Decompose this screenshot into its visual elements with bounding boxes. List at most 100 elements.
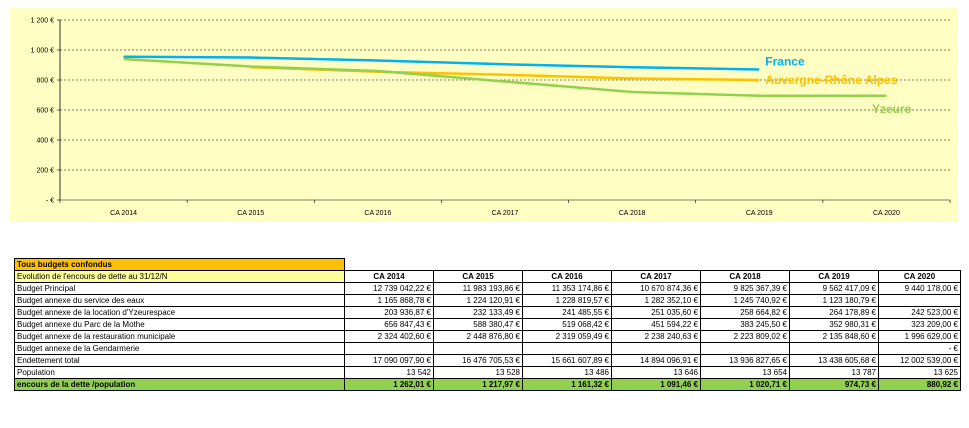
value-cell: 12 002 539,00 € <box>878 354 961 367</box>
row-label: Budget annexe de la restauration municip… <box>14 330 345 343</box>
value-cell: 656 847,43 € <box>344 318 434 331</box>
value-cell: 11 983 193,86 € <box>433 282 523 295</box>
value-cell: 16 476 705,53 € <box>433 354 523 367</box>
value-cell: 13 654 <box>700 366 790 379</box>
value-cell: 258 664,82 € <box>700 306 790 319</box>
series-line <box>123 55 760 71</box>
total-value: 974,73 € <box>789 378 879 391</box>
total-value: 880,92 € <box>878 378 961 391</box>
table-row: Budget annexe du Parc de la Mothe 656 847… <box>14 318 961 331</box>
value-cell: 12 739 042,22 € <box>344 282 434 295</box>
value-cell: 2 238 240,63 € <box>611 330 701 343</box>
value-cell: 242 523,00 € <box>878 306 961 319</box>
total-value: 1 091,46 € <box>611 378 701 391</box>
value-cell: 13 787 <box>789 366 879 379</box>
value-cell: 1 228 819,57 € <box>522 294 612 307</box>
total-value: 1 217,97 € <box>433 378 523 391</box>
value-cell: 203 936,87 € <box>344 306 434 319</box>
value-cell: 2 135 848,60 € <box>789 330 879 343</box>
table-row: Budget annexe de la Gendarmerie - € <box>14 342 961 355</box>
y-tick-label: 400 € <box>36 138 54 145</box>
year-header: CA 2020 <box>878 270 961 283</box>
y-tick-label: 600 € <box>36 108 54 115</box>
y-tick-label: - € <box>46 198 54 205</box>
row-label: Budget annexe de la Gendarmerie <box>14 342 345 355</box>
table-row: Endettement total 17 090 097,90 €16 476 7… <box>14 354 961 367</box>
section-title: Tous budgets confondus <box>14 258 345 271</box>
table-row: Population 13 542 13 528 13 486 13 646 13 654… <box>14 366 961 379</box>
value-cell: 17 090 097,90 € <box>344 354 434 367</box>
x-tick-label: CA 2016 <box>364 210 391 217</box>
header-row: Evolution de l'encours de dette au 31/12… <box>14 270 961 283</box>
total-value: 1 020,71 € <box>700 378 790 391</box>
value-cell: 352 980,31 € <box>789 318 879 331</box>
row-label: Endettement total <box>14 354 345 367</box>
total-label: encours de la dette /population <box>14 378 345 391</box>
row-label: Budget annexe du Parc de la Mothe <box>14 318 345 331</box>
value-cell: 13 646 <box>611 366 701 379</box>
value-cell: 588 380,47 € <box>433 318 523 331</box>
value-cell: 323 209,00 € <box>878 318 961 331</box>
y-tick-label: 200 € <box>36 168 54 175</box>
value-cell: 451 594,22 € <box>611 318 701 331</box>
table-row: Budget Principal 12 739 042,22 €11 983 19… <box>14 282 961 295</box>
total-value: 1 262,01 € <box>344 378 434 391</box>
year-header: CA 2014 <box>344 270 434 283</box>
empty-cell <box>345 259 961 271</box>
value-cell: - € <box>878 342 961 355</box>
value-cell <box>433 342 523 355</box>
value-cell <box>344 342 434 355</box>
row-label: Budget annexe du service des eaux <box>14 294 345 307</box>
year-header: CA 2019 <box>789 270 879 283</box>
value-cell: 9 440 178,00 € <box>878 282 961 295</box>
line-chart: - € 200 € 400 € 600 € 800 € 1 000 € 1 200 € CA … <box>31 18 951 217</box>
value-cell: 13 528 <box>433 366 523 379</box>
y-tick-label: 800 € <box>36 78 54 85</box>
value-cell: 2 324 402,60 € <box>344 330 434 343</box>
table-row: Budget annexe de la restauration municip… <box>14 330 961 343</box>
value-cell: 15 661 607,89 € <box>522 354 612 367</box>
x-tick-label: CA 2015 <box>237 210 264 217</box>
value-cell: 13 486 <box>522 366 612 379</box>
value-cell: 13 625 <box>878 366 961 379</box>
value-cell: 1 282 352,10 € <box>611 294 701 307</box>
value-cell <box>878 294 961 307</box>
total-value: 1 161,32 € <box>522 378 612 391</box>
year-header: CA 2016 <box>522 270 612 283</box>
value-cell: 232 133,49 € <box>433 306 523 319</box>
x-tick-label: CA 2017 <box>492 210 519 217</box>
series-label: France <box>765 55 805 69</box>
table-row: Budget annexe de la location d'Yzeurespa… <box>14 306 961 319</box>
value-cell: 9 562 417,09 € <box>789 282 879 295</box>
x-tick-label: CA 2018 <box>619 210 646 217</box>
table-title: Evolution de l'encours de dette au 31/12… <box>14 270 345 283</box>
value-cell: 2 448 876,80 € <box>433 330 523 343</box>
year-header: CA 2015 <box>433 270 523 283</box>
value-cell <box>611 342 701 355</box>
table-row: Budget annexe du service des eaux 1 165 8… <box>14 294 961 307</box>
x-tick-label: CA 2019 <box>746 210 773 217</box>
value-cell: 13 936 827,65 € <box>700 354 790 367</box>
value-cell: 1 224 120,91 € <box>433 294 523 307</box>
series-line <box>123 57 887 97</box>
row-label: Population <box>14 366 345 379</box>
x-tick-label: CA 2014 <box>110 210 137 217</box>
value-cell: 251 035,60 € <box>611 306 701 319</box>
value-cell: 14 894 096,91 € <box>611 354 701 367</box>
section-row: Tous budgets confondus <box>14 258 961 271</box>
value-cell: 9 825 367,39 € <box>700 282 790 295</box>
y-tick-label: 1 200 € <box>31 18 54 25</box>
row-label: Budget Principal <box>14 282 345 295</box>
value-cell: 264 178,89 € <box>789 306 879 319</box>
value-cell <box>700 342 790 355</box>
chart-area: - € 200 € 400 € 600 € 800 € 1 000 € 1 200 € CA … <box>10 8 958 222</box>
value-cell <box>789 342 879 355</box>
value-cell: 13 438 605,68 € <box>789 354 879 367</box>
value-cell: 1 996 629,00 € <box>878 330 961 343</box>
value-cell: 519 068,42 € <box>522 318 612 331</box>
value-cell <box>522 342 612 355</box>
row-label: Budget annexe de la location d'Yzeurespa… <box>14 306 345 319</box>
series-label: Yzeure <box>872 102 912 116</box>
series-label: Auvergne-Rhône Alpes <box>765 73 898 87</box>
value-cell: 2 223 809,02 € <box>700 330 790 343</box>
